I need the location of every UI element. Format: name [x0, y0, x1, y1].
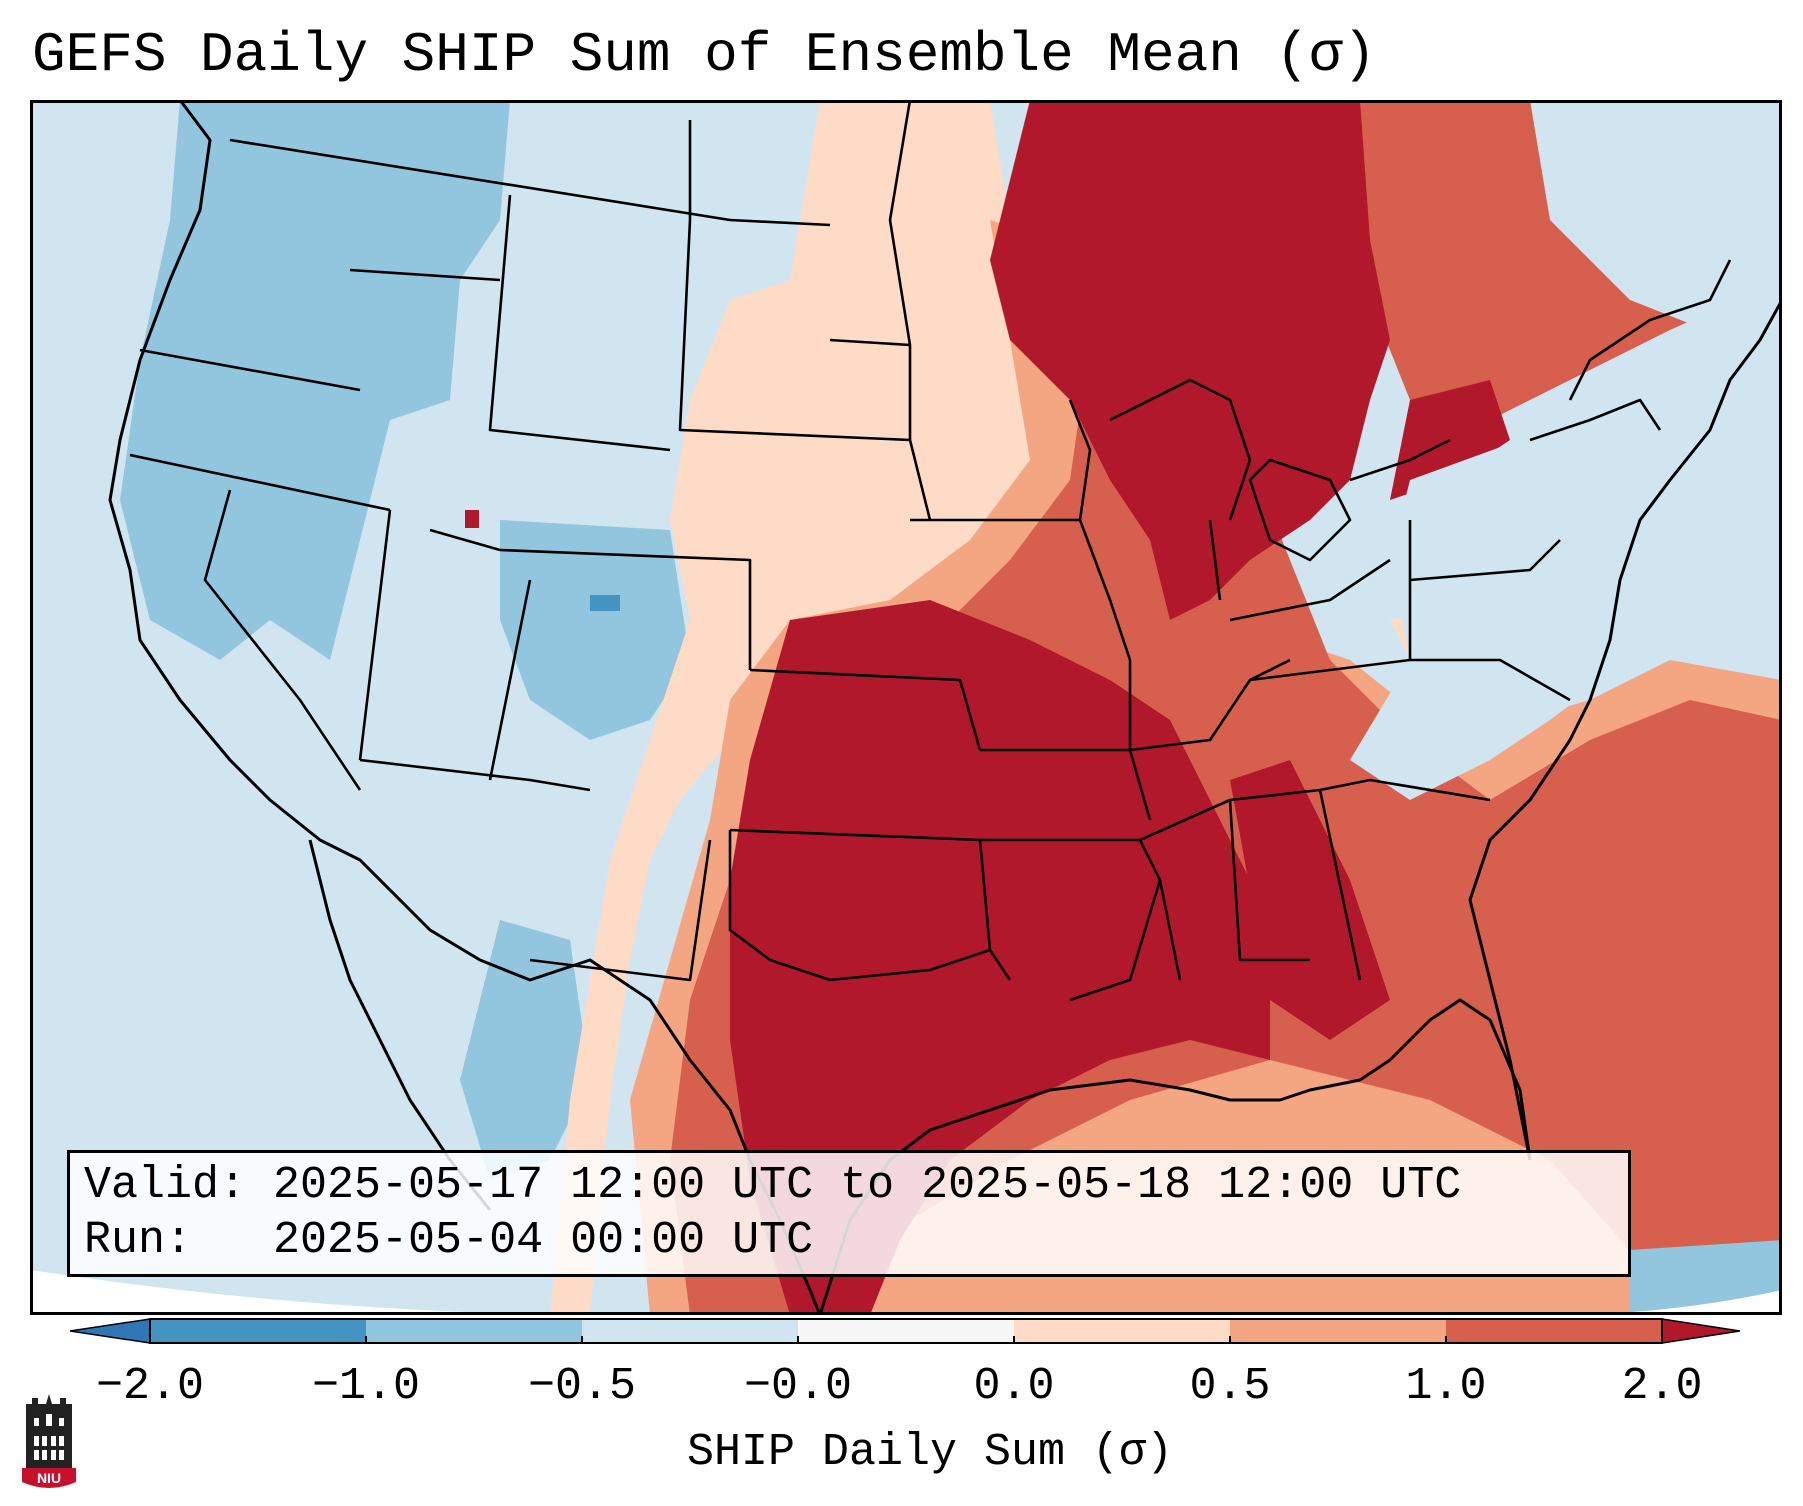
logo-text: NIU	[37, 1470, 61, 1486]
colorbar	[70, 1318, 1740, 1344]
niu-logo: NIU	[22, 1394, 76, 1488]
colorbar-bin	[366, 1319, 582, 1343]
anomaly-map	[30, 100, 1782, 1315]
field-blue-northeast-coast	[1530, 100, 1782, 360]
field-blue-caribbean	[1630, 1240, 1782, 1315]
projection-edge	[30, 1270, 610, 1315]
colorbar-frame	[149, 1318, 1663, 1344]
field-red-greatlakes	[990, 100, 1390, 620]
valid-run-box: Valid: 2025-05-17 12:00 UTC to 2025-05-1…	[67, 1150, 1631, 1277]
field-red-speck	[465, 510, 479, 528]
state-borders	[129, 100, 1732, 1002]
map-panel	[30, 100, 1782, 1315]
colorbar-extend-high	[1661, 1318, 1740, 1344]
colorbar-tick-label: −0.5	[527, 1361, 637, 1412]
run-time-text: Run: 2025-05-04 00:00 UTC	[84, 1215, 814, 1266]
field-blue-northwest	[120, 100, 510, 660]
field-red-southcentral	[730, 600, 1270, 1315]
valid-time-text: Valid: 2025-05-17 12:00 UTC to 2025-05-1…	[84, 1160, 1462, 1211]
colorbar-tick-label: 2.0	[1621, 1361, 1703, 1412]
colorbar-tick-label: −2.0	[95, 1361, 205, 1412]
colorbar-tick-label: 0.0	[973, 1361, 1055, 1412]
field-blue-midatlantic	[1350, 380, 1782, 800]
colorbar-bin	[1014, 1319, 1230, 1343]
field-blue-colorado	[500, 520, 690, 740]
colorbar-tick-label: −0.0	[743, 1361, 853, 1412]
colorbar-bin	[798, 1319, 1014, 1343]
colorbar-bin	[582, 1319, 798, 1343]
colorbar-bin	[1230, 1319, 1446, 1343]
colorbar-extend-low	[70, 1318, 151, 1344]
field-light-salmon	[550, 100, 1120, 1315]
colorbar-bin	[150, 1319, 366, 1343]
colorbar-tick-label: 1.0	[1405, 1361, 1487, 1412]
colorbar-ticks	[149, 1336, 1663, 1344]
field-blue-sonora	[460, 920, 590, 1180]
colorbar-label: SHIP Daily Sum (σ)	[686, 1427, 1174, 1478]
projection-edge-right	[1550, 1290, 1782, 1315]
field-red-southeast	[1230, 760, 1390, 1040]
colorbar-tick-label: 0.5	[1189, 1361, 1271, 1412]
colorbar-tick-label: −1.0	[311, 1361, 421, 1412]
field-darkblue-patch	[590, 595, 620, 611]
map-border	[30, 100, 1782, 1315]
colorbar-bin	[1446, 1319, 1662, 1343]
chart-title: GEFS Daily SHIP Sum of Ensemble Mean (σ)	[32, 23, 1377, 87]
